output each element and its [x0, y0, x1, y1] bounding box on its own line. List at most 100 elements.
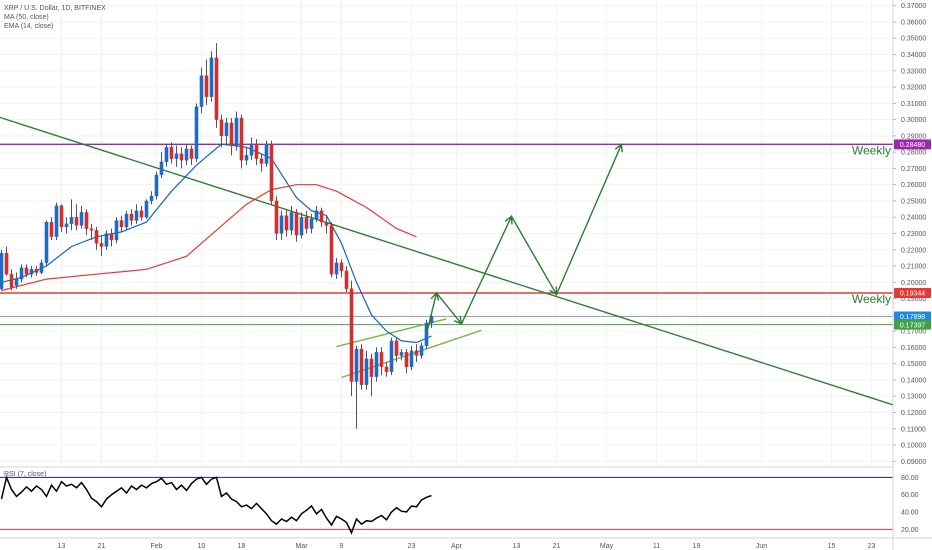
candle-up: [14, 278, 19, 286]
time-tick-label: Mar: [295, 543, 308, 550]
candle-down: [84, 212, 89, 229]
time-tick-label: Apr: [451, 543, 463, 550]
candles: [0, 43, 434, 429]
candle-up: [144, 200, 149, 218]
candle-up: [134, 210, 139, 221]
time-tick-label: 21: [98, 543, 106, 550]
price-tick-label: 0.20000: [901, 280, 926, 287]
candle-down: [129, 213, 134, 221]
candle-up: [409, 350, 414, 368]
price-tick-label: 0.25000: [901, 198, 926, 205]
price-tick-label: 0.34000: [901, 52, 926, 59]
candle-up: [279, 215, 284, 234]
candle-up: [159, 161, 164, 176]
candle-up: [29, 269, 34, 275]
candle-down: [204, 75, 209, 97]
price-tick-label: 0.36000: [901, 19, 926, 26]
trendline: [0, 116, 893, 406]
candle-down: [109, 233, 114, 241]
time-tick-label: Feb: [150, 543, 162, 550]
candle-up: [149, 195, 154, 202]
time-tick-label: 10: [198, 543, 206, 550]
time-tick-label: 9: [340, 543, 344, 550]
price-label-badge: [894, 139, 931, 150]
candle-down: [139, 210, 144, 218]
price-tick-label: 0.17000: [901, 329, 926, 336]
price-tick-label: 0.19000: [901, 296, 926, 303]
candle-up: [79, 212, 84, 226]
time-tick-label: 13: [513, 543, 521, 550]
price-tick-label: 0.13000: [901, 394, 926, 401]
candle-down: [379, 352, 384, 368]
candle-up: [154, 174, 159, 197]
candle-up: [264, 143, 269, 164]
candle-up: [69, 217, 74, 224]
candle-down: [339, 262, 344, 272]
candle-up: [309, 218, 314, 229]
candle-up: [209, 57, 214, 97]
candle-up: [299, 217, 304, 236]
candle-down: [219, 119, 224, 137]
candle-up: [249, 143, 254, 156]
price-axis: 0.37000 0.36000 0.35000 0.34000 0.33000 0.320…: [892, 0, 932, 550]
projection-arrowhead: [504, 215, 513, 225]
time-tick-label: May: [600, 543, 614, 550]
price-label-text: 0.28480: [900, 142, 925, 149]
candle-down: [229, 122, 234, 146]
rsi-tick-label: 40.00: [901, 510, 919, 517]
candle-up: [104, 233, 109, 247]
candle-down: [384, 366, 389, 372]
price-tick-label: 0.28000: [901, 150, 926, 157]
price-tick-label: 0.09000: [901, 459, 926, 466]
candle-up: [364, 358, 369, 385]
price-tick-label: 0.35000: [901, 36, 926, 43]
candle-up: [354, 348, 359, 382]
candle-up: [374, 352, 379, 377]
candle-down: [49, 221, 54, 237]
candle-down: [319, 210, 324, 223]
projection-arrowhead: [453, 315, 463, 325]
price-tick-label: 0.27000: [901, 166, 926, 173]
moving-averages: [1, 143, 432, 344]
candle-down: [189, 148, 194, 159]
candle-down: [24, 267, 29, 275]
candle-down: [404, 352, 409, 368]
candle-up: [0, 252, 4, 289]
price-label-text: 0.17397: [900, 322, 925, 329]
chart-legend: XRP / U.S. Dollar, 1D, BITFINEX MA (50, …: [4, 4, 106, 31]
price-tick-label: 0.37000: [901, 3, 926, 10]
price-tick-label: 0.30000: [901, 117, 926, 124]
horizontal-levels: Weekly Weekly: [0, 143, 893, 326]
symbol-label: XRP / U.S. Dollar, 1D, BITFINEX: [4, 5, 106, 12]
candle-down: [4, 252, 9, 275]
ema-14-line: [1, 143, 432, 344]
price-tick-label: 0.21000: [901, 264, 926, 271]
level-label: Weekly: [852, 143, 891, 157]
candle-up: [164, 147, 169, 163]
candle-down: [89, 228, 94, 231]
candle-down: [94, 230, 99, 244]
level-label: Weekly: [852, 292, 891, 306]
candle-up: [224, 122, 229, 137]
projection-arrowhead: [614, 142, 623, 153]
candle-down: [239, 117, 244, 161]
ma-50-line: [1, 184, 417, 292]
candle-up: [39, 262, 44, 273]
time-tick-label: 19: [693, 543, 701, 550]
candle-down: [59, 205, 64, 228]
candle-up: [244, 155, 249, 161]
candle-up: [289, 212, 294, 231]
price-label-text: 0.19344: [900, 291, 925, 298]
rsi-legend: RSI (7, close): [4, 470, 46, 479]
candle-up: [114, 220, 119, 241]
candle-down: [259, 158, 264, 164]
candle-up: [124, 213, 129, 228]
price-tick-label: 0.11000: [901, 426, 926, 433]
price-tick-label: 0.24000: [901, 215, 926, 222]
rsi-label: RSI (7, close): [4, 471, 47, 478]
candle-up: [314, 210, 319, 220]
candle-down: [119, 220, 124, 228]
candle-down: [284, 215, 289, 231]
